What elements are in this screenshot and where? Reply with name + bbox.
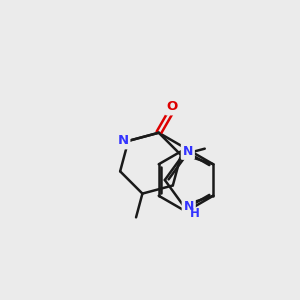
- Text: O: O: [167, 100, 178, 113]
- Text: H: H: [190, 207, 200, 220]
- Text: N: N: [183, 145, 193, 158]
- Text: N: N: [117, 134, 128, 147]
- Text: N: N: [184, 200, 194, 214]
